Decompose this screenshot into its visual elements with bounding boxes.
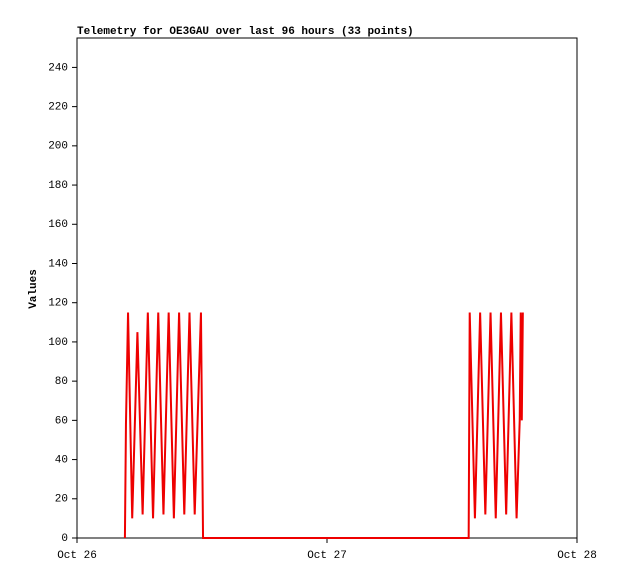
y-tick-label: 80	[55, 376, 68, 388]
x-tick-label: Oct 26	[57, 550, 97, 562]
y-tick-label: 140	[48, 258, 68, 270]
y-tick-label: 40	[55, 454, 68, 466]
y-tick-label: 220	[48, 102, 68, 114]
y-tick-label: 120	[48, 298, 68, 310]
y-tick-label: 180	[48, 180, 68, 192]
y-tick-label: 240	[48, 62, 68, 74]
y-tick-label: 160	[48, 219, 68, 231]
y-tick-label: 60	[55, 415, 68, 427]
x-tick-label: Oct 27	[307, 550, 347, 562]
chart-title: Telemetry for OE3GAU over last 96 hours …	[77, 26, 414, 38]
y-tick-label: 20	[55, 494, 68, 506]
x-tick-label: Oct 28	[557, 550, 597, 562]
y-axis-label: Values	[28, 269, 40, 309]
data-line	[123, 312, 524, 539]
y-tick-label: 100	[48, 337, 68, 349]
y-tick-label: 0	[61, 533, 68, 545]
y-tick-label: 200	[48, 141, 68, 153]
